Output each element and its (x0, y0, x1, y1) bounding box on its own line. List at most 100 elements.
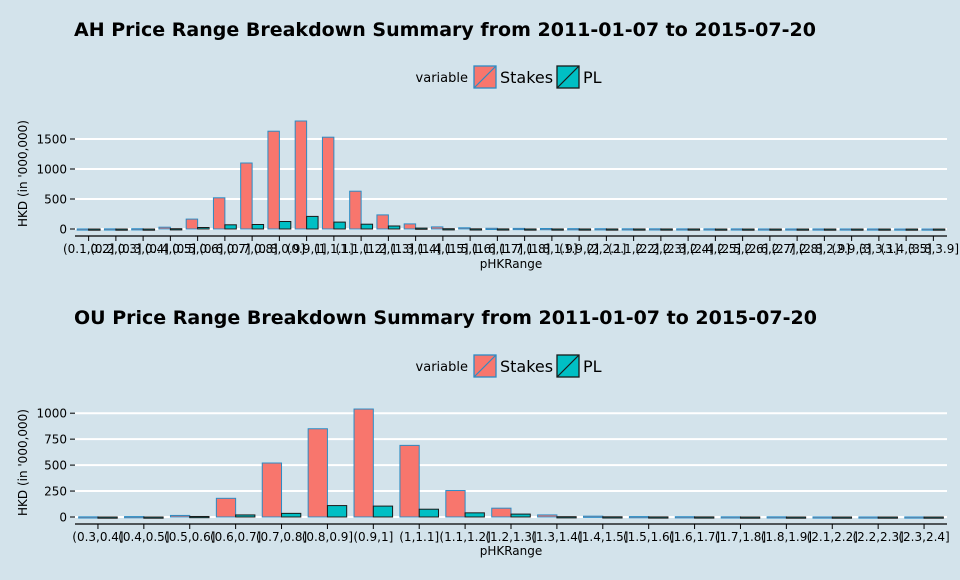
bar-stakes (403, 223, 417, 230)
bar-stakes (676, 228, 689, 231)
bar-stakes (785, 228, 798, 231)
x-tick-label: (0.7,0.8] (256, 530, 307, 544)
bar-pl (633, 228, 646, 231)
bar-stakes (812, 516, 833, 519)
bar-pl (496, 228, 510, 231)
bar-pl (602, 516, 623, 519)
x-tick-label: (0.4,0.5] (145, 242, 196, 256)
bar-stakes (539, 228, 553, 231)
bar-pl (648, 516, 669, 519)
legend: variable Stakes PL (416, 65, 602, 89)
bar-stakes (261, 462, 283, 518)
bar-stakes (894, 228, 907, 231)
bar-pl (88, 228, 101, 231)
x-tick-label: (0.2,0.3] (90, 242, 141, 256)
x-tick-label: (1.2,1.3] (485, 530, 536, 544)
chart-2: OU Price Range Breakdown Summary from 20… (16, 307, 950, 558)
x-tick-label: (0.6,0.7] (199, 242, 250, 256)
x-tick-label: (2.8,2.9] (799, 242, 850, 256)
bar-stakes (458, 227, 471, 230)
legend: variable Stakes PL (416, 354, 602, 378)
y-tick-label: 0 (59, 511, 67, 525)
bar-stakes (621, 228, 635, 231)
bar-pl (660, 228, 673, 231)
x-tick-label: (1.7,1.8] (499, 242, 550, 256)
bar-pl (278, 221, 292, 230)
legend-swatch-slash (556, 65, 580, 89)
bar-pl (510, 513, 531, 518)
bar-stakes (567, 228, 580, 231)
bar-stakes (720, 516, 741, 519)
bar-pl (796, 228, 810, 231)
bar-pl (224, 224, 237, 230)
bar-stakes (812, 228, 825, 231)
x-tick-label: (1.6,1.7] (669, 530, 720, 544)
bar-pl (932, 228, 946, 231)
bar-pl (524, 228, 537, 231)
bar-pl (739, 516, 761, 519)
bar-stakes (648, 228, 662, 231)
bar-stakes (512, 227, 526, 231)
legend-swatch-slash (473, 65, 497, 89)
x-tick-label: (1.9,2] (559, 242, 599, 256)
chart-title: OU Price Range Breakdown Summary from 20… (74, 307, 817, 329)
x-tick-label: (2.2,2.3] (635, 242, 686, 256)
x-tick-label: (2.4,2.5] (690, 242, 741, 256)
chart-title: AH Price Range Breakdown Summary from 20… (74, 19, 816, 41)
bar-stakes (267, 130, 280, 230)
x-tick-label: (0.6,0.7] (210, 530, 261, 544)
bar-pl (878, 228, 891, 231)
x-tick-label: (1.8,1.9] (526, 242, 577, 256)
bar-pl (418, 508, 439, 518)
bar-stakes (131, 228, 144, 231)
bar-pl (851, 228, 864, 231)
bar-pl (877, 516, 898, 519)
bar-pl (197, 227, 210, 230)
bar-stakes (124, 516, 145, 519)
bar-pl (372, 505, 394, 518)
bar-pl (142, 228, 156, 231)
y-axis-label: HKD (in '000,000) (16, 409, 30, 516)
x-tick-label: (1.4,1.5] (417, 242, 468, 256)
bar-stakes (76, 228, 90, 231)
bar-pl (251, 224, 265, 230)
x-tick-label: (1.4,1.5] (577, 530, 628, 544)
y-tick-label: 500 (44, 193, 67, 207)
x-tick-label: (0.4,0.5] (118, 530, 169, 544)
bar-pl (415, 227, 428, 230)
legend-label-pl: PL (583, 357, 602, 376)
bar-pl (905, 228, 919, 231)
bar-pl (189, 515, 210, 519)
legend-swatch-slash (556, 354, 580, 378)
bar-stakes (212, 197, 226, 230)
x-tick-label: (0.8,0.9] (254, 242, 305, 256)
bar-stakes (491, 507, 512, 518)
bar-pl (578, 228, 592, 231)
y-tick-label: 0 (59, 223, 67, 237)
bar-pl (360, 223, 374, 230)
bar-stakes (485, 227, 498, 230)
x-tick-label: (0.5,0.6] (172, 242, 223, 256)
bar-stakes (866, 228, 880, 231)
x-tick-label: (0.5,0.6] (164, 530, 215, 544)
bar-stakes (904, 516, 925, 519)
x-tick-label: (0.7,0.8] (226, 242, 277, 256)
x-tick-label: (0.9,1] (353, 530, 393, 544)
x-tick-label: (3.4,3.5] (880, 242, 931, 256)
x-axis-label: pHKRange (480, 544, 543, 558)
bar-stakes (839, 228, 853, 231)
bar-stakes (103, 228, 117, 231)
legend-title: variable (416, 360, 468, 375)
bar-stakes (78, 516, 99, 519)
bar-stakes (185, 218, 199, 230)
bar-pl (387, 225, 401, 230)
x-tick-label: (1.1,1.2] (439, 530, 490, 544)
x-tick-label: (1.6,1.7] (472, 242, 523, 256)
legend-label-pl: PL (583, 68, 602, 87)
x-tick-label: (1.7,1.8] (715, 530, 766, 544)
bar-stakes (399, 444, 420, 518)
bar-pl (333, 221, 346, 230)
y-tick-label: 1500 (36, 133, 67, 147)
bar-stakes (594, 228, 607, 231)
legend-label-stakes: Stakes (500, 68, 553, 87)
